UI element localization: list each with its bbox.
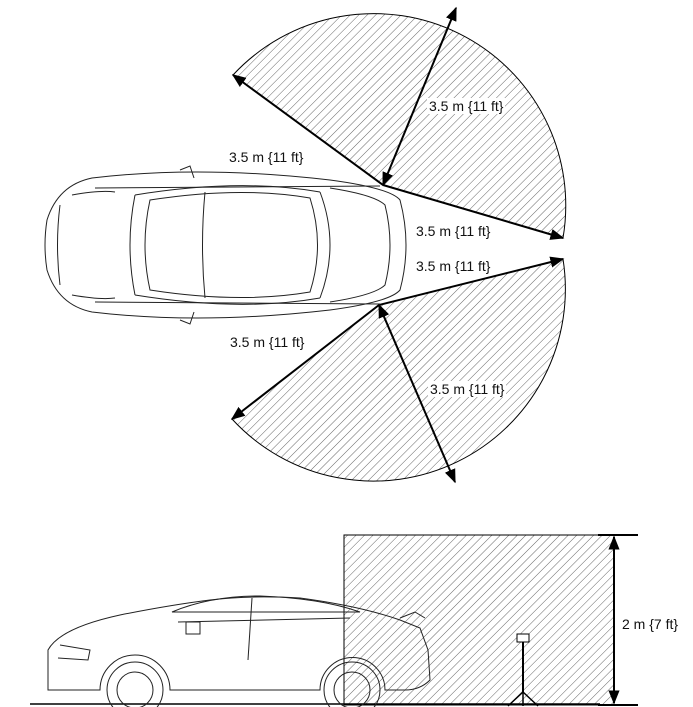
- upper-radius-label: 3.5 m {11 ft}: [427, 98, 506, 114]
- tripod-antenna-icon: [507, 633, 539, 707]
- lower-side-label: 3.5 m {11 ft}: [228, 334, 307, 350]
- upper-detection-zone: [231, 6, 567, 240]
- side-detection-zone: [343, 534, 638, 706]
- upper-side-label: 3.5 m {11 ft}: [227, 149, 306, 165]
- lower-radius-label: 3.5 m {11 ft}: [428, 381, 507, 397]
- height-label: 2 m {7 ft}: [620, 616, 681, 632]
- car-side-view-icon: [47, 595, 431, 707]
- upper-side-arrow: [231, 74, 384, 186]
- upper-radius-arrow: [382, 6, 457, 187]
- lower-rear-arrow: [378, 256, 565, 306]
- lower-rear-label: 3.5 m {11 ft}: [414, 258, 493, 274]
- lower-detection-zone: [230, 256, 566, 484]
- upper-rear-label: 3.5 m {11 ft}: [414, 223, 493, 239]
- lower-side-arrow: [230, 304, 380, 420]
- lower-radius-arrow: [378, 303, 456, 484]
- upper-rear-arrow: [382, 184, 565, 240]
- car-top-view-icon: [44, 165, 407, 325]
